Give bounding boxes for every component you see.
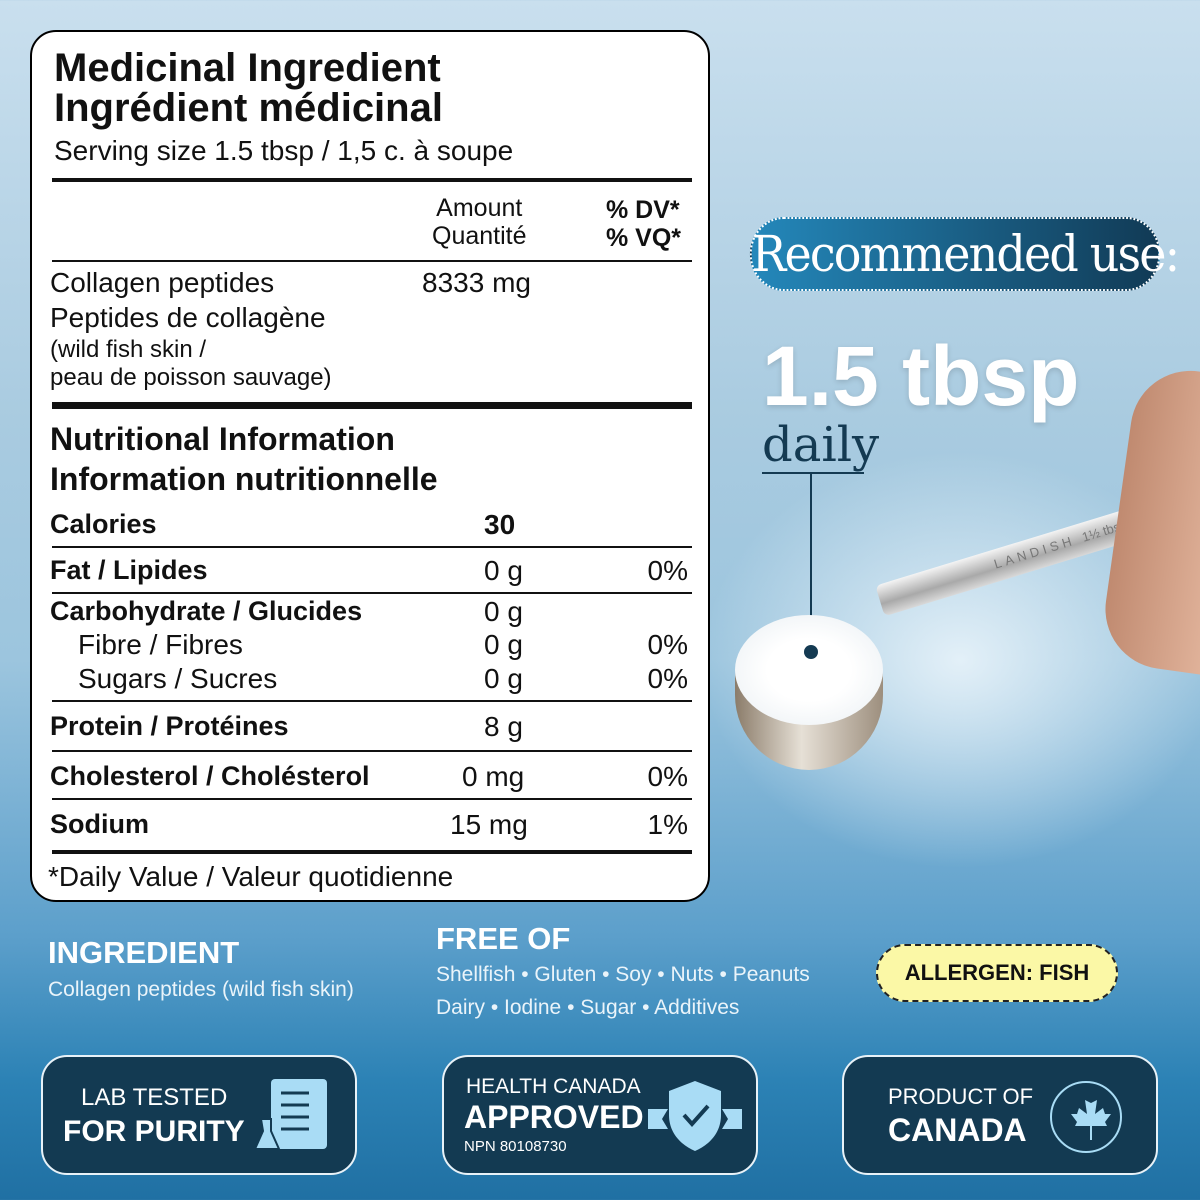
row-fat-label: Fat / Lipides: [50, 555, 208, 585]
pointer-dot: [804, 645, 818, 659]
badge-line1: HEALTH CANADA: [466, 1075, 641, 1098]
amount-header-en: Amount: [436, 194, 523, 222]
row-sugars-dv: 0%: [647, 663, 688, 694]
pointer-line: [810, 472, 812, 652]
label-title-en: Medicinal Ingredient: [54, 46, 441, 90]
row-protein-amount: 8 g: [484, 711, 523, 742]
product-of-canada-badge: PRODUCT OF CANADA: [842, 1055, 1158, 1175]
allergen-badge: ALLERGEN: FISH: [876, 944, 1118, 1002]
row-sodium-label: Sodium: [50, 809, 149, 839]
badge-line1: PRODUCT OF: [888, 1084, 1034, 1109]
free-of-heading: FREE OF: [436, 921, 571, 956]
lab-tested-badge: LAB TESTED FOR PURITY: [41, 1055, 357, 1175]
divider: [52, 592, 692, 594]
badge-line2: CANADA: [888, 1112, 1027, 1148]
amount-header: Amount Quantité: [432, 194, 527, 250]
dv-header: % DV*% VQ*: [606, 196, 681, 252]
badge-line1: LAB TESTED: [81, 1084, 228, 1111]
row-sugars-amount: 0 g: [484, 663, 523, 694]
divider-thick: [52, 402, 692, 409]
ingredient-heading: INGREDIENT: [48, 935, 240, 970]
row-cholesterol-label: Cholesterol / Cholésterol: [50, 761, 370, 791]
row-protein-label: Protein / Protéines: [50, 711, 289, 741]
lab-checklist-icon: [255, 1079, 327, 1150]
divider: [52, 750, 692, 752]
divider: [52, 546, 692, 548]
badge-line2: FOR PURITY: [63, 1115, 245, 1148]
ingredient-en: Collagen peptides: [50, 267, 275, 298]
health-canada-badge: HEALTH CANADA APPROVED NPN 80108730: [442, 1055, 758, 1175]
row-fibre-dv: 0%: [647, 629, 688, 660]
shield-check-icon: [648, 1081, 742, 1151]
free-of-line1: Shellfish • Gluten • Soy • Nuts • Peanut…: [436, 963, 810, 986]
frequency: daily: [762, 417, 880, 473]
footnote: *Daily Value / Valeur quotidienne: [48, 861, 454, 892]
underline: [762, 472, 864, 474]
serving-size: Serving size 1.5 tbsp / 1,5 c. à soupe: [54, 135, 514, 166]
row-sodium-amount: 15 mg: [450, 809, 528, 840]
free-of-line2: Dairy • Iodine • Sugar • Additives: [436, 996, 740, 1019]
amount-header-fr: Quantité: [432, 222, 527, 250]
nutri-title-fr: Information nutritionnelle: [50, 461, 438, 497]
row-carb-amount: 0 g: [484, 596, 523, 627]
ingredient-fr: Peptides de collagène: [50, 302, 326, 333]
row-sugars-label: Sugars / Sucres: [78, 663, 278, 694]
nutrition-label: Medicinal Ingredient Ingrédient médicina…: [30, 30, 710, 902]
divider: [52, 700, 692, 702]
row-carb-label: Carbohydrate / Glucides: [50, 596, 363, 626]
ingredient-text: Collagen peptides (wild fish skin): [48, 978, 354, 1001]
npn-number: NPN 80108730: [464, 1138, 567, 1155]
divider: [52, 850, 692, 854]
divider: [52, 260, 692, 262]
maple-leaf-icon: [1050, 1081, 1122, 1153]
nutri-title-en: Nutritional Information: [50, 421, 395, 457]
divider: [52, 798, 692, 800]
row-sodium-dv: 1%: [647, 809, 688, 840]
badge-line2: APPROVED: [464, 1099, 644, 1135]
powder: [735, 615, 883, 725]
dose: 1.5 tbsp: [762, 329, 1080, 423]
source-en: (wild fish skin /: [50, 336, 207, 363]
calories-label: Calories: [50, 509, 157, 539]
row-fibre-label: Fibre / Fibres: [78, 629, 243, 660]
dv-header-en: % DV*: [606, 196, 680, 224]
label-title-fr: Ingrédient médicinal: [54, 86, 443, 130]
row-fibre-amount: 0 g: [484, 629, 523, 660]
row-cholesterol-amount: 0 mg: [462, 761, 525, 792]
recommended-use-heading: Recommended use:: [749, 217, 1180, 291]
row-cholesterol-dv: 0%: [647, 761, 688, 792]
divider: [52, 178, 692, 182]
dv-header-fr: % VQ*: [606, 224, 682, 252]
ingredient-amount: 8333 mg: [422, 267, 531, 298]
calories-value: 30: [484, 509, 516, 540]
source-fr: peau de poisson sauvage): [50, 364, 332, 391]
row-fat-amount: 0 g: [484, 555, 523, 586]
row-fat-dv: 0%: [647, 555, 688, 586]
